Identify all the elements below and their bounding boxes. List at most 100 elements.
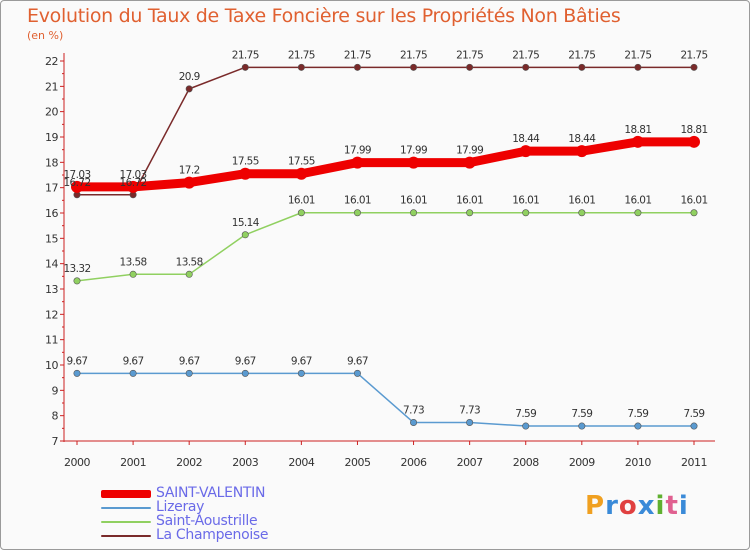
proxiti-logo: Proxiti (585, 491, 689, 521)
legend-swatch (101, 490, 151, 498)
data-label: 9.67 (123, 355, 144, 367)
data-label: 21.75 (624, 49, 651, 61)
data-point (297, 209, 305, 217)
data-point (297, 63, 305, 71)
data-label: 17.55 (232, 156, 259, 168)
x-tick-label: 2011 (681, 456, 707, 469)
y-tick-label: 21 (45, 80, 58, 93)
legend-label: Saint-Aoustrille (156, 513, 258, 529)
data-point (297, 369, 305, 377)
data-point (519, 145, 532, 158)
y-tick-label: 12 (45, 308, 58, 321)
logo-letter: o (618, 491, 638, 521)
data-point (463, 156, 476, 169)
data-point (73, 277, 81, 285)
data-label: 21.75 (680, 49, 707, 61)
x-tick-label: 2003 (232, 456, 258, 469)
data-label: 18.81 (680, 124, 707, 136)
data-point (522, 63, 530, 71)
data-label: 9.67 (347, 355, 368, 367)
data-point (634, 209, 642, 217)
data-label: 21.75 (344, 49, 371, 61)
unit-label: (en %) (27, 29, 64, 42)
data-label: 7.59 (627, 408, 648, 420)
data-label: 9.67 (235, 355, 256, 367)
data-point (578, 209, 586, 217)
data-label: 13.32 (63, 263, 90, 275)
data-label: 21.75 (400, 49, 427, 61)
data-label: 7.73 (403, 405, 424, 417)
data-label: 16.01 (344, 195, 371, 207)
data-label: 17.03 (120, 169, 147, 181)
data-point (631, 135, 644, 148)
data-point (353, 369, 361, 377)
x-tick-label: 2008 (513, 456, 539, 469)
data-label: 16.01 (512, 195, 539, 207)
series-line-saint-valentin (72, 137, 699, 192)
data-label: 21.75 (568, 49, 595, 61)
data-point (73, 369, 81, 377)
data-point (522, 209, 530, 217)
data-label: 7.59 (571, 408, 592, 420)
data-point (185, 85, 193, 93)
logo-letter: i (655, 491, 666, 521)
y-tick-label: 15 (45, 232, 58, 245)
data-label: 21.75 (288, 49, 315, 61)
data-point (578, 63, 586, 71)
data-point (241, 63, 249, 71)
data-label: 9.67 (67, 355, 88, 367)
legend-item: La Champenoise (101, 527, 321, 543)
data-point (353, 63, 361, 71)
series-line-lizeray (76, 372, 695, 427)
data-label: 17.03 (63, 169, 90, 181)
data-label: 21.75 (512, 49, 539, 61)
data-label: 9.67 (179, 355, 200, 367)
data-point (239, 167, 252, 180)
legend-label: SAINT-VALENTIN (156, 485, 266, 501)
data-label: 17.2 (179, 165, 200, 177)
y-tick-label: 18 (45, 156, 58, 169)
y-tick-label: 13 (45, 283, 58, 296)
y-tick-label: 20 (45, 106, 58, 119)
x-tick-label: 2009 (569, 456, 595, 469)
data-label: 15.14 (232, 217, 260, 229)
data-label: 16.72 (63, 177, 90, 189)
x-tick-label: 2002 (176, 456, 202, 469)
data-label: 13.58 (120, 256, 147, 268)
data-point (466, 63, 474, 71)
x-tick-label: 2005 (344, 456, 370, 469)
y-tick-label: 16 (45, 207, 58, 220)
data-point (129, 369, 137, 377)
data-label: 9.67 (291, 355, 312, 367)
data-point (634, 63, 642, 71)
data-point (690, 422, 698, 430)
x-tick-label: 2006 (401, 456, 427, 469)
y-tick-label: 9 (52, 384, 59, 397)
data-point (575, 145, 588, 158)
logo-letter: x (637, 491, 656, 521)
data-label: 16.01 (400, 195, 427, 207)
data-point (578, 422, 586, 430)
series-line-saint-aoustrille (76, 211, 695, 282)
legend-label: La Champenoise (156, 527, 269, 543)
data-label: 16.72 (120, 177, 147, 189)
x-tick-label: 2004 (288, 456, 314, 469)
y-tick-label: 10 (45, 359, 58, 372)
data-point (241, 369, 249, 377)
data-point (688, 135, 700, 148)
data-label: 7.59 (684, 408, 705, 420)
data-label: 17.99 (400, 145, 427, 157)
chart-title: Evolution du Taux de Taxe Foncière sur l… (27, 5, 621, 27)
data-label: 16.01 (624, 195, 651, 207)
logo-letter: r (605, 491, 619, 521)
data-point (634, 422, 642, 430)
data-label: 20.9 (179, 71, 200, 83)
data-label: 17.99 (456, 145, 483, 157)
data-point (466, 419, 474, 427)
data-point (353, 209, 361, 217)
data-label: 18.81 (624, 124, 651, 136)
data-label: 7.73 (459, 405, 480, 417)
legend-item: Lizeray (101, 499, 321, 515)
data-point (690, 209, 698, 217)
